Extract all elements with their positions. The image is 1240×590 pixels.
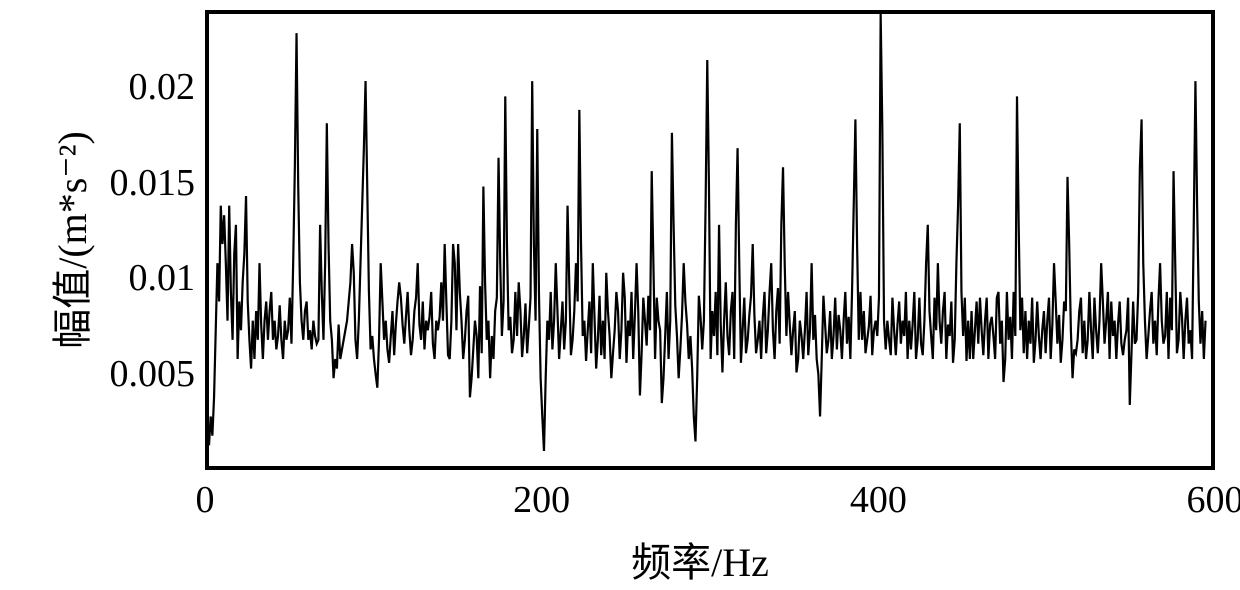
y-axis-label: 幅值/(m*s⁻²): [40, 131, 98, 349]
y-tick-label: 0.01: [129, 256, 196, 300]
y-tick-label: 0.015: [110, 161, 196, 205]
x-tick-label: 400: [850, 478, 907, 522]
spectrum-chart: 0.005 0.01 0.015 0.02 0 200 400 600 幅值/(m*s⁻²)…: [0, 0, 1240, 590]
y-tick-label: 0.02: [129, 65, 196, 109]
y-tick-label: 0.005: [110, 352, 196, 396]
x-tick-label: 600: [1187, 478, 1240, 522]
x-tick-label: 200: [513, 478, 570, 522]
x-tick-label: 0: [196, 478, 215, 522]
plot-area: [205, 10, 1215, 470]
spectrum-line: [209, 14, 1219, 474]
x-axis-label: 频率/Hz: [631, 530, 769, 588]
